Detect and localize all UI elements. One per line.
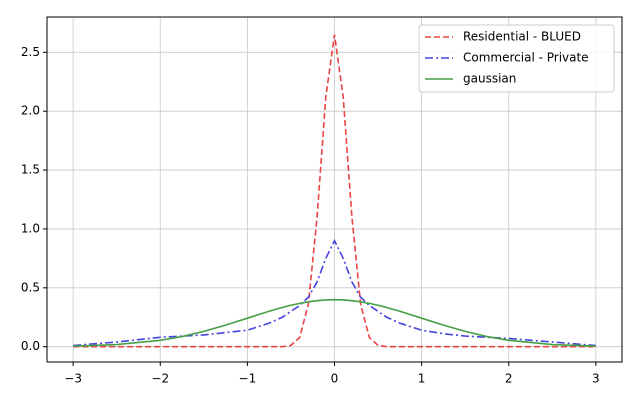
legend-label: Residential - BLUED (463, 30, 581, 44)
legend-label: gaussian (463, 72, 516, 86)
x-tick-label: 2 (505, 372, 513, 386)
x-tick-label: −1 (239, 372, 257, 386)
series-line (73, 298, 596, 348)
y-tick-label: 1.0 (21, 221, 40, 235)
legend-label: Commercial - Private (463, 51, 589, 65)
series-line (73, 238, 596, 347)
x-tick-label: 3 (592, 372, 600, 386)
y-tick-label: 1.5 (21, 163, 40, 177)
plot-frame (46, 16, 623, 363)
series-line (73, 34, 596, 348)
x-tick-label: 1 (418, 372, 426, 386)
legend-box (418, 24, 615, 93)
y-tick-label: 0.5 (21, 280, 40, 294)
y-tick-label: 0.0 (21, 339, 40, 353)
x-tick-label: −3 (64, 372, 82, 386)
x-tick-label: −2 (151, 372, 169, 386)
x-tick-label: 0 (331, 372, 339, 386)
y-tick-label: 2.0 (21, 104, 40, 118)
y-tick-label: 2.5 (21, 45, 40, 59)
